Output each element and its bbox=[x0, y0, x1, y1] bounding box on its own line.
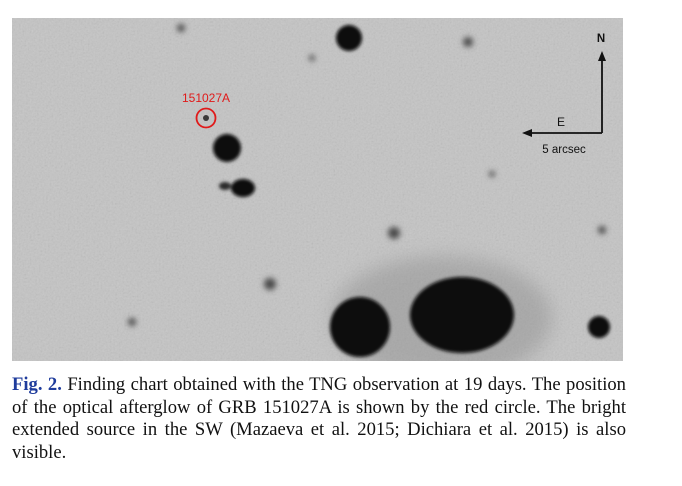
bright-sources bbox=[213, 25, 610, 357]
north-arrowhead bbox=[598, 51, 606, 61]
star-near-grb bbox=[213, 134, 241, 162]
compass-east-label: E bbox=[557, 115, 565, 129]
scale-label: 5 arcsec bbox=[542, 144, 586, 156]
faint-sources bbox=[128, 24, 606, 326]
figure-label: Fig. 2. bbox=[12, 374, 62, 395]
finding-chart-image: 151027A N E 5 arcsec bbox=[12, 18, 623, 361]
star-north bbox=[336, 25, 362, 51]
grb-afterglow-source bbox=[203, 115, 209, 121]
east-arrowhead bbox=[522, 129, 532, 137]
grb-label: 151027A bbox=[182, 91, 230, 105]
star-pair-west bbox=[219, 182, 231, 190]
finding-chart: 151027A N E 5 arcsec bbox=[12, 18, 623, 361]
bright-source-left bbox=[330, 297, 390, 357]
compass bbox=[522, 51, 606, 137]
compass-north-label: N bbox=[597, 33, 605, 45]
star-east-edge bbox=[588, 316, 610, 338]
bright-extended-source bbox=[410, 277, 514, 353]
figure-caption: Fig. 2. Finding chart obtained with the … bbox=[12, 374, 626, 464]
grb-marker-circle bbox=[195, 107, 217, 129]
caption-text: Finding chart obtained with the TNG obse… bbox=[12, 374, 626, 463]
star-pair-east bbox=[231, 179, 255, 197]
